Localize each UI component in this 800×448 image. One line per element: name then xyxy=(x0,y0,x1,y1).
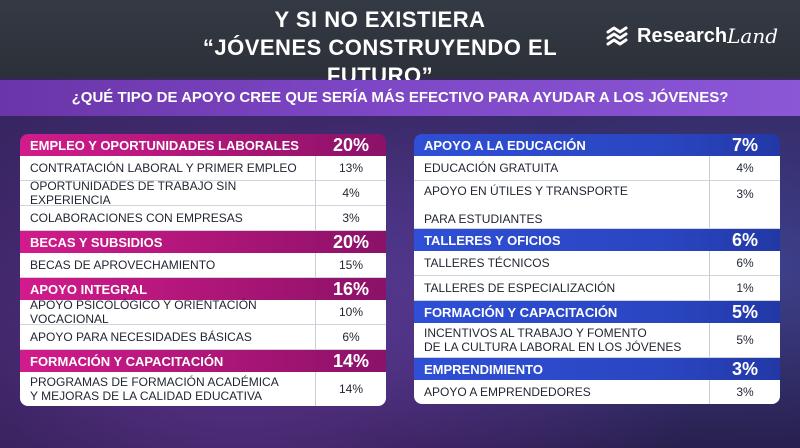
item-label: APOYO PSICOLÓGICO Y ORIENTACIÓN VOCACION… xyxy=(30,298,257,326)
item-label: APOYO PARA NECESIDADES BÁSICAS xyxy=(30,330,252,344)
item-row: APOYO PARA NECESIDADES BÁSICAS 6% xyxy=(20,325,386,350)
category-percent: 3% xyxy=(731,358,758,379)
item-label-line-1: INCENTIVOS AL TRABAJO Y FOMENTO xyxy=(424,326,647,340)
item-label: BECAS DE APROVECHAMIENTO xyxy=(30,258,216,272)
item-label: TALLERES DE ESPECIALIZACIÓN xyxy=(424,281,616,295)
item-percent: 3% xyxy=(709,181,780,228)
item-row: EDUCACIÓN GRATUITA 4% xyxy=(414,156,780,181)
category-row: EMPLEO Y OPORTUNIDADES LABORALES 20% xyxy=(20,134,386,156)
item-row: PROGRAMAS DE FORMACIÓN ACADÉMICA Y MEJOR… xyxy=(20,372,386,406)
category-row: EMPRENDIMIENTO 3% xyxy=(414,358,780,380)
category-percent: 6% xyxy=(731,229,758,250)
item-percent: 1% xyxy=(709,276,780,300)
item-percent: 13% xyxy=(315,156,386,180)
category-percent: 20% xyxy=(332,231,370,252)
item-label-line-2: DE LA CULTURA LABORAL EN LOS JÓVENES xyxy=(424,340,682,354)
item-label: COLABORACIONES CON EMPRESAS xyxy=(30,211,243,225)
item-row: TALLERES DE ESPECIALIZACIÓN 1% xyxy=(414,276,780,301)
item-percent: 6% xyxy=(709,251,780,275)
item-percent: 6% xyxy=(315,325,386,349)
category-label: APOYO INTEGRAL xyxy=(30,281,148,297)
item-label: INCENTIVOS AL TRABAJO Y FOMENTO DE LA CU… xyxy=(414,326,709,354)
category-row: TALLERES Y OFICIOS 6% xyxy=(414,229,780,251)
question-text: ¿QUÉ TIPO DE APOYO CREE QUE SERÍA MÁS EF… xyxy=(71,89,729,106)
category-label: FORMACIÓN Y CAPACITACIÓN xyxy=(424,304,618,320)
item-row: INCENTIVOS AL TRABAJO Y FOMENTO DE LA CU… xyxy=(414,323,780,358)
item-row: COLABORACIONES CON EMPRESAS 3% xyxy=(20,206,386,231)
researchland-logo: Research Land xyxy=(606,22,778,50)
item-label-line-1: APOYO EN ÚTILES Y TRANSPORTE xyxy=(424,183,628,198)
category-label: EMPRENDIMIENTO xyxy=(424,361,543,377)
category-row: FORMACIÓN Y CAPACITACIÓN 14% xyxy=(20,350,386,372)
item-row: APOYO EN ÚTILES Y TRANSPORTE PARA ESTUDI… xyxy=(414,181,780,229)
category-row: FORMACIÓN Y CAPACITACIÓN 5% xyxy=(414,301,780,323)
left-column: EMPLEO Y OPORTUNIDADES LABORALES 20% CON… xyxy=(20,134,386,406)
item-row: APOYO PSICOLÓGICO Y ORIENTACIÓN VOCACION… xyxy=(20,298,386,326)
category-percent: 7% xyxy=(731,134,758,155)
item-percent: 14% xyxy=(315,372,386,406)
researchland-logo-icon xyxy=(606,26,628,46)
item-label: CONTRATACIÓN LABORAL Y PRIMER EMPLEO xyxy=(30,161,297,175)
header-bar: Y SI NO EXISTIERA “JÓVENES CONSTRUYENDO … xyxy=(0,0,800,88)
item-label: EDUCACIÓN GRATUITA xyxy=(424,161,559,175)
page-title: Y SI NO EXISTIERA “JÓVENES CONSTRUYENDO … xyxy=(170,6,590,90)
item-label: PROGRAMAS DE FORMACIÓN ACADÉMICA Y MEJOR… xyxy=(20,375,315,403)
item-label: TALLERES TÉCNICOS xyxy=(424,256,550,270)
item-label-line-2: Y MEJORAS DE LA CALIDAD EDUCATIVA xyxy=(30,389,263,403)
category-label: TALLERES Y OFICIOS xyxy=(424,232,561,248)
category-label: BECAS Y SUBSIDIOS xyxy=(30,234,163,250)
item-percent: 3% xyxy=(709,380,780,404)
item-label: APOYO EN ÚTILES Y TRANSPORTE PARA ESTUDI… xyxy=(414,184,709,226)
item-row: APOYO A EMPRENDEDORES 3% xyxy=(414,380,780,404)
item-percent: 4% xyxy=(315,181,386,205)
category-label: FORMACIÓN Y CAPACITACIÓN xyxy=(30,353,224,369)
category-row: APOYO INTEGRAL 16% xyxy=(20,278,386,300)
category-label: APOYO A LA EDUCACIÓN xyxy=(424,137,586,153)
item-label: APOYO A EMPRENDEDORES xyxy=(424,385,591,399)
item-row: BECAS DE APROVECHAMIENTO 15% xyxy=(20,253,386,278)
title-line-1: Y SI NO EXISTIERA xyxy=(274,7,486,32)
category-row: APOYO A LA EDUCACIÓN 7% xyxy=(414,134,780,156)
item-label: OPORTUNIDADES DE TRABAJO SIN EXPERIENCIA xyxy=(30,179,237,207)
item-percent: 15% xyxy=(315,253,386,277)
category-percent: 20% xyxy=(332,134,370,155)
item-row: CONTRATACIÓN LABORAL Y PRIMER EMPLEO 13% xyxy=(20,156,386,181)
right-column: APOYO A LA EDUCACIÓN 7% EDUCACIÓN GRATUI… xyxy=(414,134,780,404)
logo-text-research: Research xyxy=(637,24,728,47)
question-bar: ¿QUÉ TIPO DE APOYO CREE QUE SERÍA MÁS EF… xyxy=(0,80,800,116)
category-percent: 16% xyxy=(332,278,370,299)
item-percent: 10% xyxy=(315,300,386,324)
item-label-line-1: PROGRAMAS DE FORMACIÓN ACADÉMICA xyxy=(30,375,279,389)
category-label: EMPLEO Y OPORTUNIDADES LABORALES xyxy=(30,137,299,153)
item-percent: 3% xyxy=(315,206,386,230)
logo-text-land: Land xyxy=(727,24,778,48)
category-percent: 14% xyxy=(332,350,370,371)
item-row: TALLERES TÉCNICOS 6% xyxy=(414,251,780,276)
category-row: BECAS Y SUBSIDIOS 20% xyxy=(20,231,386,253)
item-label-line-2: PARA ESTUDIANTES xyxy=(424,211,543,226)
item-row: OPORTUNIDADES DE TRABAJO SIN EXPERIENCIA… xyxy=(20,179,386,207)
item-percent: 5% xyxy=(709,323,780,357)
category-percent: 5% xyxy=(731,301,758,322)
item-percent: 4% xyxy=(709,156,780,180)
title-line-2: “JÓVENES CONSTRUYENDO EL FUTURO” xyxy=(202,35,558,88)
